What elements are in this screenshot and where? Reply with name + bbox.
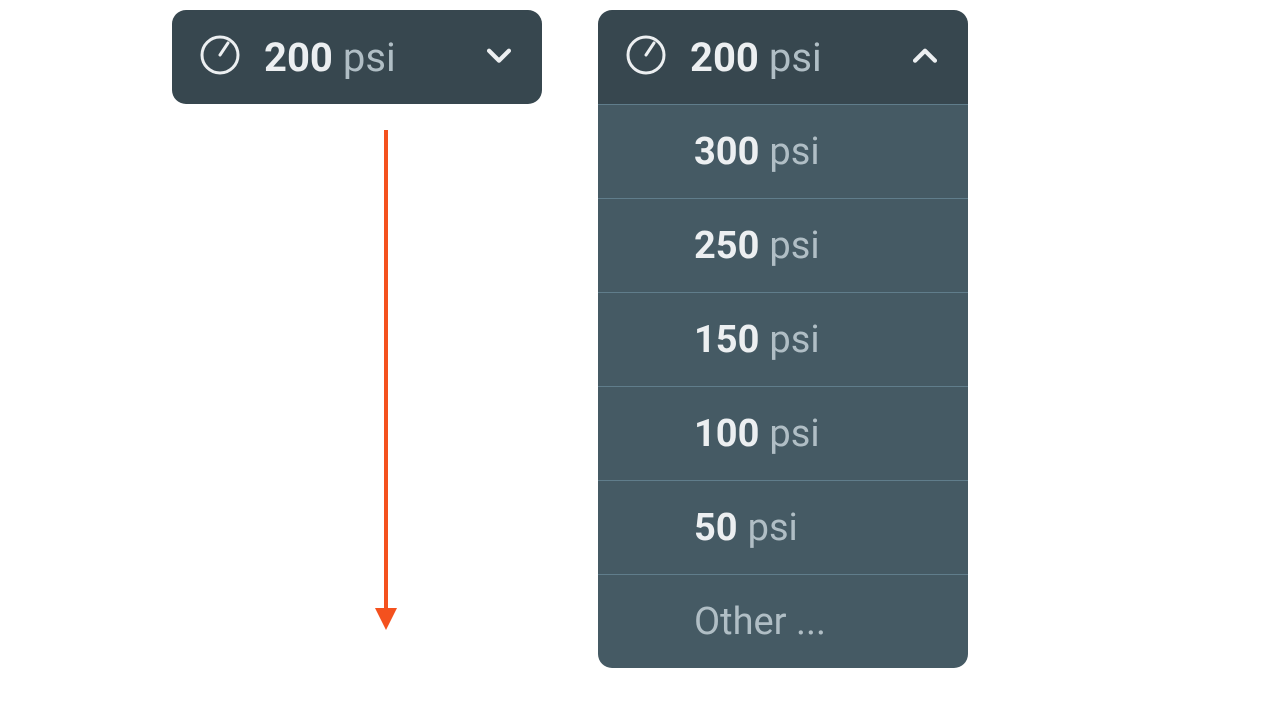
selected-unit: psi <box>769 34 822 81</box>
expand-arrow-icon <box>371 130 375 630</box>
option-other-label: Other ... <box>694 600 826 644</box>
option-value: 300 <box>694 130 759 174</box>
option-value: 50 <box>694 506 738 550</box>
selected-value: 200 <box>690 34 759 81</box>
dropdown-open: 200 psi 300 psi 250 psi 150 psi 100 psi … <box>598 10 968 668</box>
option-unit: psi <box>769 130 819 174</box>
option-unit: psi <box>748 506 798 550</box>
dropdown-list: 300 psi 250 psi 150 psi 100 psi 50 psi O… <box>598 104 968 668</box>
chevron-down-icon <box>482 38 516 76</box>
chevron-up-icon <box>908 38 942 76</box>
gauge-icon <box>624 33 668 81</box>
selected-value-wrap: 200 psi <box>264 34 482 81</box>
selected-value-wrap: 200 psi <box>690 34 908 81</box>
dropdown-option[interactable]: 50 psi <box>598 480 968 574</box>
dropdown-closed: 200 psi <box>172 10 542 104</box>
option-unit: psi <box>769 224 819 268</box>
dropdown-option[interactable]: 100 psi <box>598 386 968 480</box>
dropdown-option[interactable]: 250 psi <box>598 198 968 292</box>
option-unit: psi <box>769 318 819 362</box>
option-unit: psi <box>769 412 819 456</box>
option-value: 150 <box>694 318 759 362</box>
selected-value: 200 <box>264 34 333 81</box>
dropdown-header[interactable]: 200 psi <box>172 10 542 104</box>
gauge-icon <box>198 33 242 81</box>
option-value: 250 <box>694 224 759 268</box>
dropdown-header[interactable]: 200 psi <box>598 10 968 104</box>
dropdown-option[interactable]: 300 psi <box>598 104 968 198</box>
dropdown-option-other[interactable]: Other ... <box>598 574 968 668</box>
selected-unit: psi <box>343 34 396 81</box>
dropdown-option[interactable]: 150 psi <box>598 292 968 386</box>
option-value: 100 <box>694 412 759 456</box>
